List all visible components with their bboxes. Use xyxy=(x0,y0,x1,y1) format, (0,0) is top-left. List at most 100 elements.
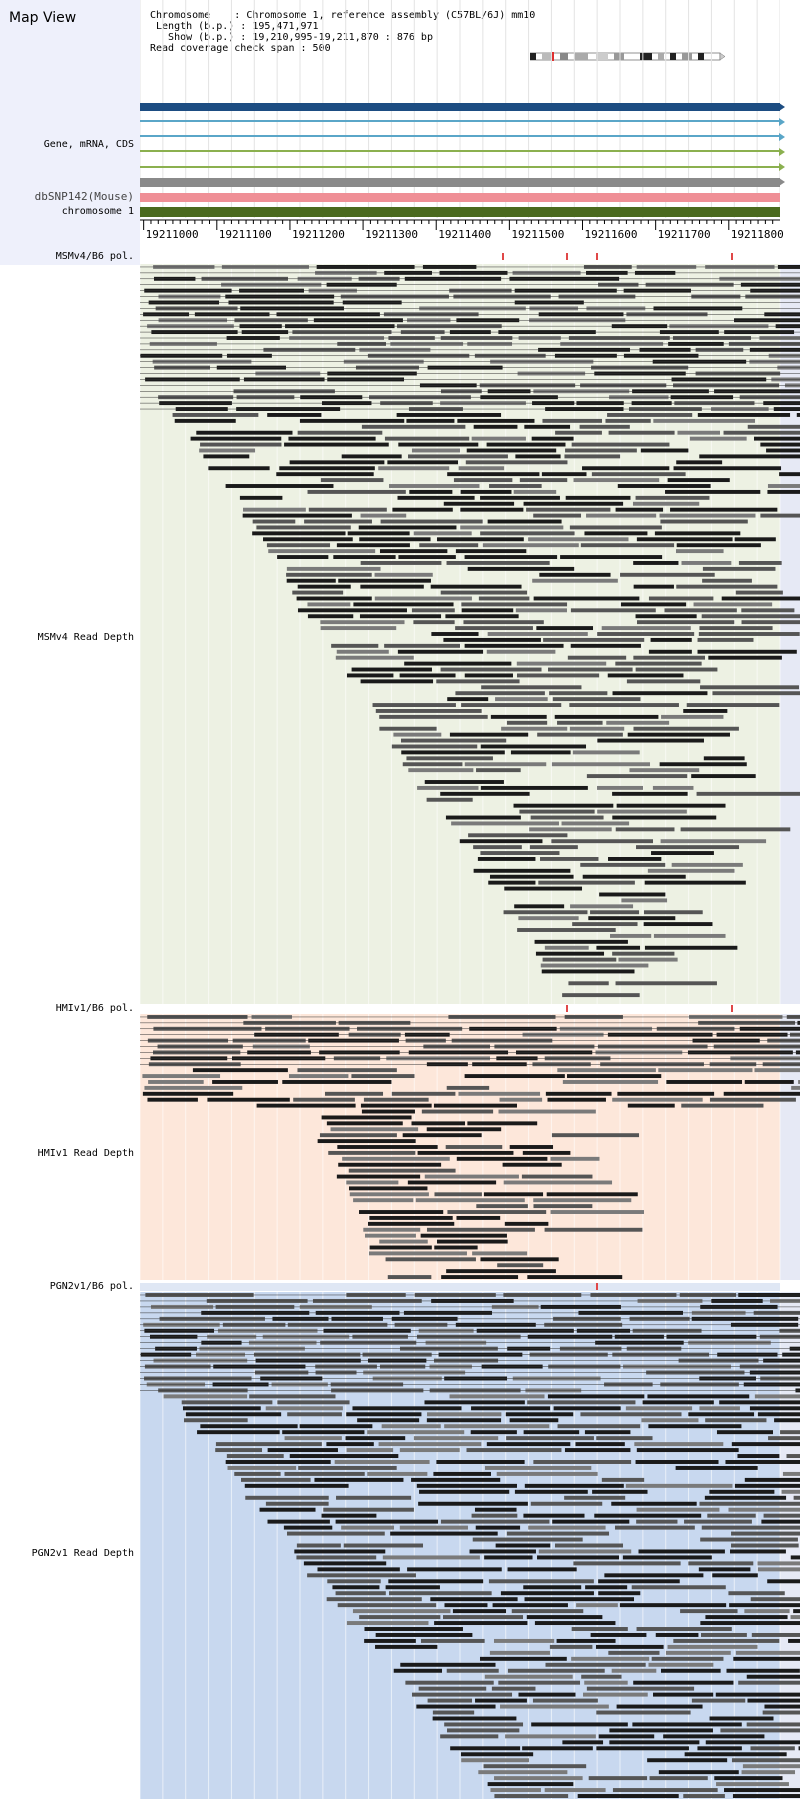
read-segment xyxy=(562,1080,659,1084)
dbsnp-track[interactable] xyxy=(140,193,780,202)
polymorphism-mark[interactable] xyxy=(730,253,733,260)
read-segment xyxy=(580,1412,682,1417)
read-segment xyxy=(419,1489,510,1494)
read-segment xyxy=(653,418,755,423)
read-segment xyxy=(379,714,488,719)
read-segment xyxy=(790,1615,800,1620)
read-segment xyxy=(705,1740,800,1745)
read-segment xyxy=(612,1097,703,1102)
read-segment xyxy=(616,1704,703,1709)
read-segment xyxy=(320,626,397,631)
read-segment xyxy=(359,1615,441,1620)
mrna-track-1[interactable] xyxy=(140,120,780,122)
read-segment xyxy=(265,1406,343,1411)
read-segment xyxy=(667,478,730,483)
read-segment xyxy=(252,531,346,536)
read-segment xyxy=(596,1710,691,1715)
read-segment xyxy=(336,543,410,548)
read-segment xyxy=(539,572,611,577)
read-segment xyxy=(361,424,466,429)
polymorphism-mark[interactable] xyxy=(595,1283,598,1290)
read-segment xyxy=(480,785,588,790)
polymorphism-mark[interactable] xyxy=(730,1005,733,1012)
read-segment xyxy=(440,791,530,796)
read-segment xyxy=(660,1668,721,1673)
read-segment xyxy=(215,1448,263,1453)
read-segment xyxy=(570,904,634,909)
polymorphism-mark[interactable] xyxy=(502,253,505,260)
read-segment xyxy=(446,1668,499,1673)
read-segment xyxy=(380,519,483,524)
read-segment xyxy=(506,720,548,725)
read-segment xyxy=(555,430,602,435)
read-segment xyxy=(319,1133,397,1138)
read-segment xyxy=(472,1537,583,1542)
pgn-read-depth[interactable] xyxy=(140,1292,800,1799)
hmi-read-depth[interactable] xyxy=(140,1014,800,1280)
read-segment xyxy=(570,643,641,648)
msm-pol-label: MSMv4/B6 pol. xyxy=(55,251,134,262)
read-segment xyxy=(382,1555,480,1560)
read-segment xyxy=(543,637,645,642)
msm-read-depth[interactable] xyxy=(140,264,800,1004)
read-segment xyxy=(479,1656,567,1661)
read-segment xyxy=(286,572,372,577)
read-segment xyxy=(434,1245,478,1250)
read-segment xyxy=(707,1513,756,1518)
read-segment xyxy=(625,1483,733,1488)
read-segment xyxy=(352,1406,462,1411)
read-segment xyxy=(392,507,453,512)
read-segment xyxy=(384,436,470,441)
polymorphism-mark[interactable] xyxy=(595,253,598,260)
read-segment xyxy=(537,732,623,737)
read-segment xyxy=(432,1716,517,1721)
read-segment xyxy=(738,1680,800,1685)
pgn-polymorphism-strip[interactable] xyxy=(140,1283,780,1291)
read-segment xyxy=(635,667,718,672)
read-segment xyxy=(480,1257,559,1262)
mrna-track-2[interactable] xyxy=(140,135,780,137)
read-segment xyxy=(731,1442,800,1447)
read-segment xyxy=(560,555,663,559)
read-segment xyxy=(307,602,351,607)
cds-track-1[interactable] xyxy=(140,150,780,152)
read-segment xyxy=(299,418,405,423)
ruler-tick-label: 19211000 xyxy=(145,228,199,241)
cds-track-2[interactable] xyxy=(140,166,780,168)
read-segment xyxy=(336,1495,412,1500)
read-segment xyxy=(693,602,773,607)
length-info: Length (b.p.) : 195,471,971 xyxy=(150,21,319,32)
read-segment xyxy=(308,507,387,512)
read-segment xyxy=(531,1722,628,1727)
read-segment xyxy=(473,868,571,873)
read-segment xyxy=(625,1406,693,1411)
read-segment xyxy=(433,1471,491,1476)
read-segment xyxy=(697,637,754,642)
read-segment xyxy=(374,596,472,601)
read-segment xyxy=(618,957,678,962)
chromosome-ideogram[interactable] xyxy=(530,52,725,61)
read-segment xyxy=(615,661,702,666)
gray-track[interactable] xyxy=(140,178,780,187)
read-segment xyxy=(767,484,800,488)
read-segment xyxy=(742,1764,800,1769)
read-segment xyxy=(730,1549,786,1554)
hmi-polymorphism-strip[interactable] xyxy=(140,1005,780,1013)
msm-polymorphism-strip[interactable] xyxy=(140,253,780,261)
read-segment xyxy=(519,809,595,814)
gene-track-main[interactable] xyxy=(140,103,780,111)
read-segment xyxy=(507,1567,577,1572)
read-segment xyxy=(163,1394,248,1399)
read-segment xyxy=(541,969,635,974)
polymorphism-mark[interactable] xyxy=(565,253,568,260)
chromosome-track[interactable] xyxy=(140,207,780,217)
read-segment xyxy=(267,413,322,417)
read-segment xyxy=(733,1656,800,1661)
read-segment xyxy=(615,827,675,832)
read-segment xyxy=(320,478,384,483)
polymorphism-mark[interactable] xyxy=(565,1005,568,1012)
read-segment xyxy=(245,1495,329,1500)
read-segment xyxy=(317,1567,400,1572)
read-segment xyxy=(728,1591,785,1596)
read-segment xyxy=(470,1430,517,1435)
